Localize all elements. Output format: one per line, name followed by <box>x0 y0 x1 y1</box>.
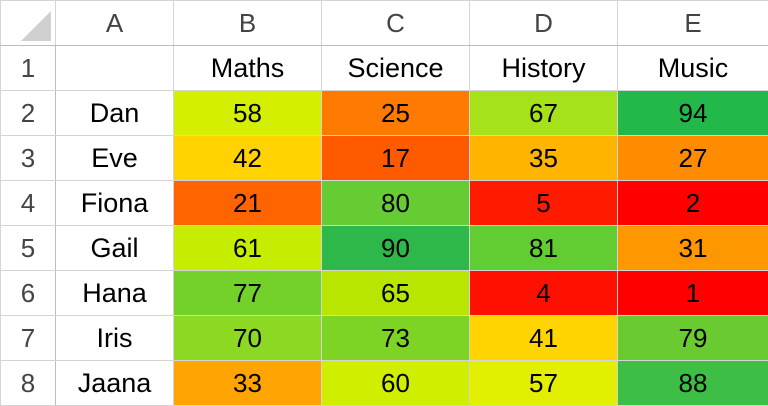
cell-c1[interactable]: Science <box>322 46 470 91</box>
cell-c7[interactable]: 73 <box>322 316 470 361</box>
cell-a5[interactable]: Gail <box>56 226 174 271</box>
cell-c3[interactable]: 17 <box>322 136 470 181</box>
select-all-triangle-icon <box>21 11 51 41</box>
column-header-e[interactable]: E <box>618 1 768 46</box>
cell-b4[interactable]: 21 <box>174 181 322 226</box>
cell-e1[interactable]: Music <box>618 46 768 91</box>
select-all-corner[interactable] <box>1 1 56 46</box>
row-header[interactable]: 4 <box>1 181 56 226</box>
cell-d4[interactable]: 5 <box>470 181 618 226</box>
table-row: 1 Maths Science History Music <box>1 46 768 91</box>
cell-c5[interactable]: 90 <box>322 226 470 271</box>
cell-b1[interactable]: Maths <box>174 46 322 91</box>
cell-a4[interactable]: Fiona <box>56 181 174 226</box>
cell-a6[interactable]: Hana <box>56 271 174 316</box>
cell-c6[interactable]: 65 <box>322 271 470 316</box>
cell-b3[interactable]: 42 <box>174 136 322 181</box>
row-header[interactable]: 6 <box>1 271 56 316</box>
column-header-row: A B C D E <box>1 1 768 46</box>
column-header-a[interactable]: A <box>56 1 174 46</box>
row-header[interactable]: 2 <box>1 91 56 136</box>
cell-b5[interactable]: 61 <box>174 226 322 271</box>
cell-b6[interactable]: 77 <box>174 271 322 316</box>
cell-a1[interactable] <box>56 46 174 91</box>
cell-a8[interactable]: Jaana <box>56 361 174 406</box>
cell-b2[interactable]: 58 <box>174 91 322 136</box>
cell-a7[interactable]: Iris <box>56 316 174 361</box>
column-header-d[interactable]: D <box>470 1 618 46</box>
row-header[interactable]: 8 <box>1 361 56 406</box>
cell-b7[interactable]: 70 <box>174 316 322 361</box>
column-header-c[interactable]: C <box>322 1 470 46</box>
cell-e8[interactable]: 88 <box>618 361 768 406</box>
row-header[interactable]: 1 <box>1 46 56 91</box>
cell-b8[interactable]: 33 <box>174 361 322 406</box>
cell-c8[interactable]: 60 <box>322 361 470 406</box>
cell-d8[interactable]: 57 <box>470 361 618 406</box>
cell-a2[interactable]: Dan <box>56 91 174 136</box>
row-header[interactable]: 5 <box>1 226 56 271</box>
column-header-b[interactable]: B <box>174 1 322 46</box>
cell-e6[interactable]: 1 <box>618 271 768 316</box>
cell-e5[interactable]: 31 <box>618 226 768 271</box>
cell-d2[interactable]: 67 <box>470 91 618 136</box>
cell-d1[interactable]: History <box>470 46 618 91</box>
cell-e7[interactable]: 79 <box>618 316 768 361</box>
cell-d5[interactable]: 81 <box>470 226 618 271</box>
cell-c4[interactable]: 80 <box>322 181 470 226</box>
cell-c2[interactable]: 25 <box>322 91 470 136</box>
cell-e4[interactable]: 2 <box>618 181 768 226</box>
row-header[interactable]: 3 <box>1 136 56 181</box>
cell-d3[interactable]: 35 <box>470 136 618 181</box>
row-header[interactable]: 7 <box>1 316 56 361</box>
cell-a3[interactable]: Eve <box>56 136 174 181</box>
cell-e2[interactable]: 94 <box>618 91 768 136</box>
cell-e3[interactable]: 27 <box>618 136 768 181</box>
cell-d6[interactable]: 4 <box>470 271 618 316</box>
cell-d7[interactable]: 41 <box>470 316 618 361</box>
